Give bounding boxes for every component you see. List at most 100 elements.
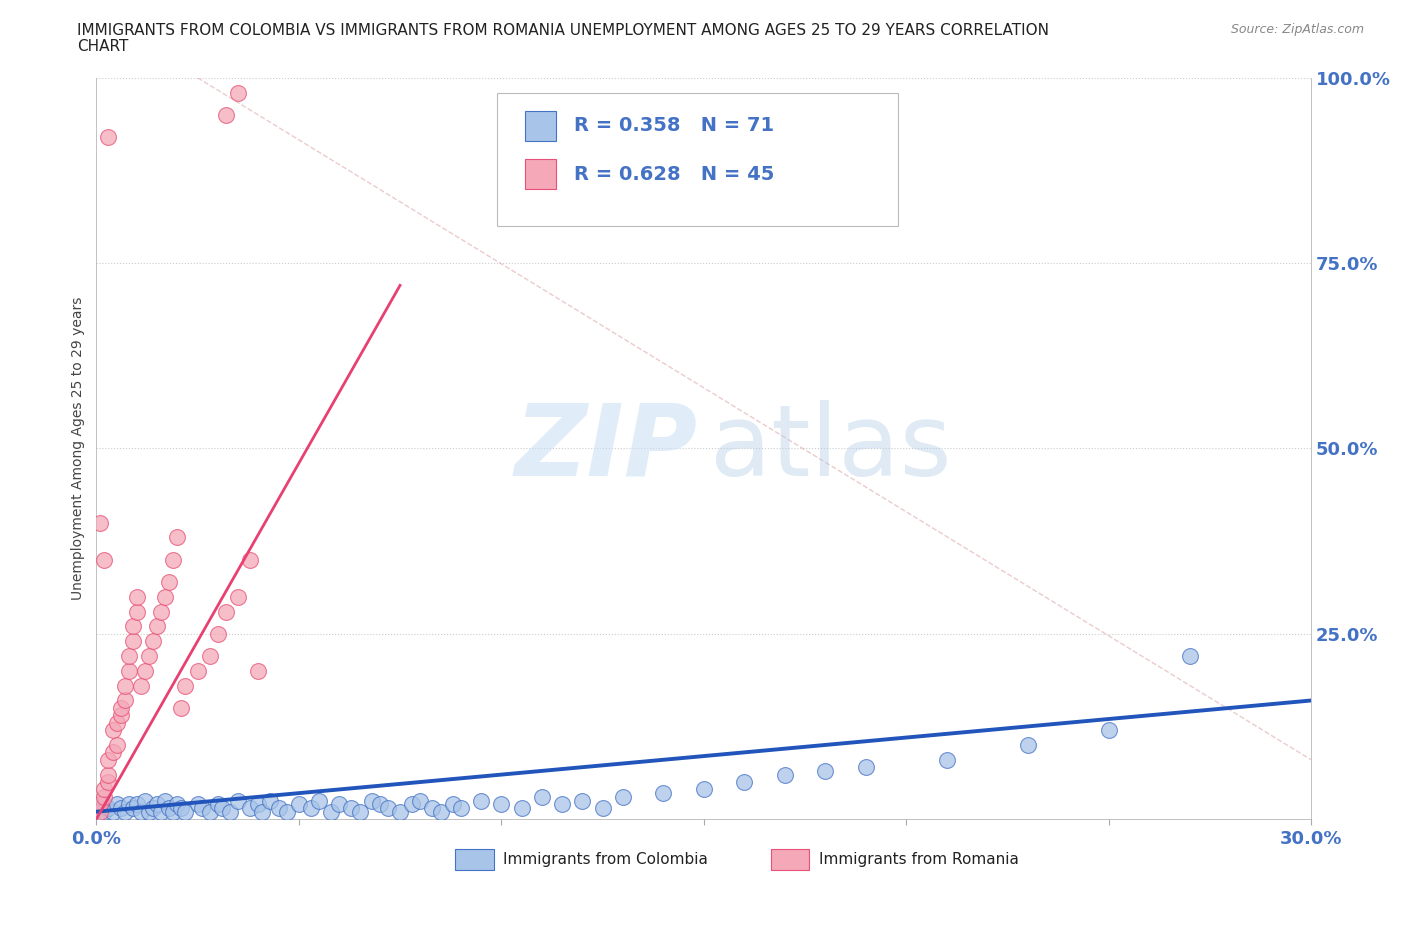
Point <box>89 797 111 812</box>
Text: Immigrants from Colombia: Immigrants from Colombia <box>503 853 709 868</box>
Point <box>510 801 533 816</box>
Bar <box>526 112 555 140</box>
Point <box>276 804 298 819</box>
Text: R = 0.628   N = 45: R = 0.628 N = 45 <box>574 165 775 183</box>
Point <box>105 715 128 730</box>
Text: IMMIGRANTS FROM COLOMBIA VS IMMIGRANTS FROM ROMANIA UNEMPLOYMENT AMONG AGES 25 T: IMMIGRANTS FROM COLOMBIA VS IMMIGRANTS F… <box>77 23 1049 38</box>
Point <box>142 801 165 816</box>
Point <box>157 801 180 816</box>
Point <box>1098 723 1121 737</box>
Point <box>162 552 184 567</box>
Text: R = 0.358   N = 71: R = 0.358 N = 71 <box>574 116 773 136</box>
Point <box>121 633 143 648</box>
Point <box>187 797 209 812</box>
Point <box>733 775 755 790</box>
Point <box>153 793 176 808</box>
Point <box>138 648 160 663</box>
Point <box>592 801 614 816</box>
Point <box>239 801 262 816</box>
Point <box>97 129 120 144</box>
Point <box>146 618 169 633</box>
Point <box>211 801 233 816</box>
Point <box>693 782 716 797</box>
Point <box>129 804 152 819</box>
Point <box>166 530 188 545</box>
Point <box>1178 648 1201 663</box>
Point <box>935 752 957 767</box>
Point <box>422 801 444 816</box>
Point <box>174 678 197 693</box>
Point <box>150 604 173 619</box>
Point <box>166 797 188 812</box>
Text: Immigrants from Romania: Immigrants from Romania <box>820 853 1019 868</box>
Point <box>328 797 350 812</box>
Point <box>170 700 193 715</box>
Point <box>252 804 274 819</box>
Point <box>174 804 197 819</box>
Point <box>93 552 115 567</box>
Point <box>93 790 115 804</box>
Point <box>855 760 877 775</box>
Point <box>118 648 141 663</box>
Point <box>93 782 115 797</box>
Point <box>814 764 837 778</box>
Bar <box>526 159 555 189</box>
Text: ZIP: ZIP <box>515 400 697 497</box>
Point <box>267 801 290 816</box>
Point <box>321 804 343 819</box>
Text: Source: ZipAtlas.com: Source: ZipAtlas.com <box>1230 23 1364 36</box>
Point <box>134 663 156 678</box>
Point <box>134 793 156 808</box>
Point <box>157 575 180 590</box>
Point <box>1017 737 1039 752</box>
Y-axis label: Unemployment Among Ages 25 to 29 years: Unemployment Among Ages 25 to 29 years <box>72 297 86 600</box>
Point <box>470 793 492 808</box>
Point <box>288 797 311 812</box>
Point <box>118 663 141 678</box>
Point <box>129 678 152 693</box>
Point <box>93 804 115 819</box>
Point <box>429 804 451 819</box>
Point <box>226 793 249 808</box>
Point <box>110 700 132 715</box>
Point <box>125 797 148 812</box>
Point <box>89 515 111 530</box>
Point <box>308 793 330 808</box>
Point <box>114 693 136 708</box>
Point <box>138 804 160 819</box>
FancyBboxPatch shape <box>498 93 898 226</box>
Point <box>340 801 363 816</box>
Point <box>97 752 120 767</box>
Point <box>450 801 472 816</box>
Point <box>652 786 675 801</box>
Point <box>105 737 128 752</box>
Text: CHART: CHART <box>77 39 129 54</box>
Point <box>97 767 120 782</box>
Point <box>125 604 148 619</box>
Point <box>101 723 124 737</box>
Point <box>349 804 371 819</box>
Point <box>207 626 229 641</box>
Point <box>773 767 796 782</box>
Point <box>146 797 169 812</box>
Point <box>93 797 115 812</box>
Point <box>239 552 262 567</box>
Point <box>198 648 221 663</box>
Point <box>150 804 173 819</box>
Point <box>125 590 148 604</box>
Point <box>368 797 391 812</box>
Point <box>190 801 212 816</box>
Point <box>299 801 322 816</box>
Point <box>121 618 143 633</box>
Point <box>110 708 132 723</box>
Point <box>170 801 193 816</box>
Point <box>215 108 238 123</box>
Point <box>110 801 132 816</box>
Point <box>114 804 136 819</box>
Point <box>215 604 238 619</box>
Point <box>491 797 513 812</box>
Point <box>198 804 221 819</box>
Point <box>441 797 464 812</box>
Point <box>187 663 209 678</box>
Point <box>551 797 574 812</box>
